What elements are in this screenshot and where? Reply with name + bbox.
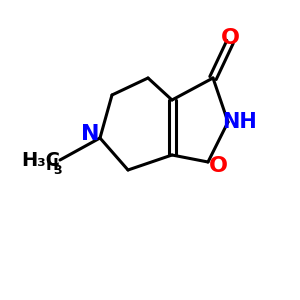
Text: O: O (208, 156, 227, 176)
Text: N: N (81, 124, 99, 144)
Text: NH: NH (223, 112, 257, 132)
Text: H: H (46, 158, 59, 173)
Text: H₃C: H₃C (21, 151, 60, 169)
Text: 3: 3 (54, 164, 62, 176)
Text: O: O (220, 28, 239, 48)
